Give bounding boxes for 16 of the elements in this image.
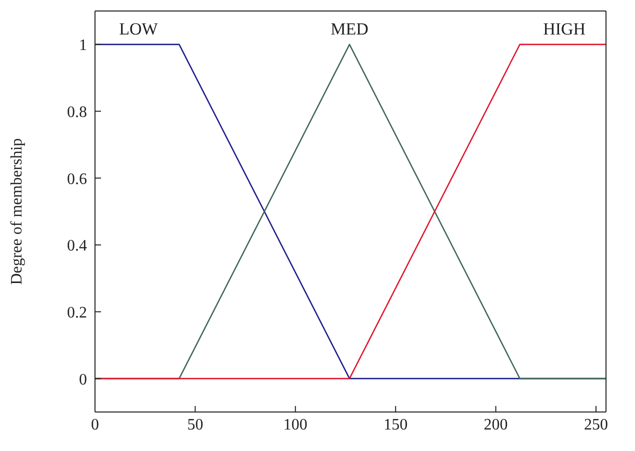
y-axis-title: Degree of membership: [8, 138, 26, 285]
y-tick-label: 1: [79, 37, 87, 54]
x-tick-label: 100: [283, 416, 308, 434]
y-tick-label: 0.6: [67, 170, 87, 188]
x-tick-label: 50: [187, 416, 204, 434]
series-label: LOW: [119, 19, 159, 38]
y-tick-label: 0.2: [67, 304, 87, 322]
x-tick-label: 150: [384, 416, 408, 434]
x-tick-label: 0: [91, 416, 99, 434]
y-tick-label: 0: [79, 371, 87, 388]
x-tick-label: 200: [484, 416, 508, 434]
y-tick-label: 0.4: [67, 238, 87, 255]
y-tick-label: 0.8: [67, 104, 87, 121]
series-label: HIGH: [543, 19, 586, 38]
x-tick-label: 250: [584, 416, 608, 434]
series-label: MED: [330, 19, 368, 38]
